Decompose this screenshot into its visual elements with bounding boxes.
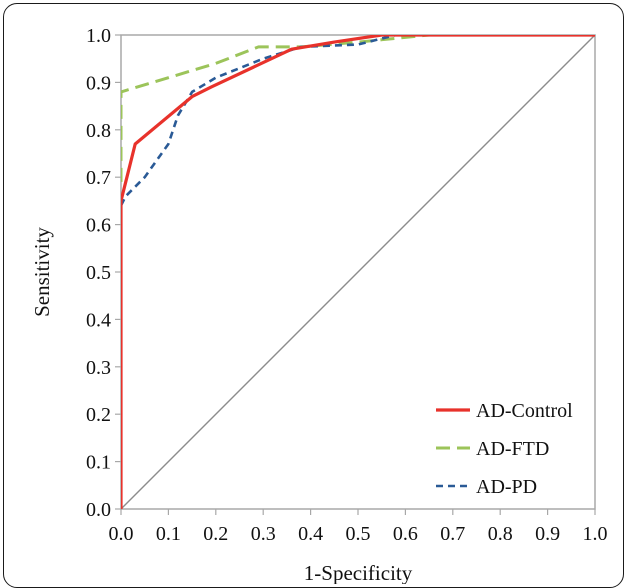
y-tick-label: 0.4 [86,309,111,331]
y-tick-label: 1.0 [86,25,111,47]
x-tick-label: 0.2 [203,523,228,545]
series-line-ad-ftd [121,35,595,182]
x-tick-label: 0.3 [251,523,276,545]
x-tick-label: 0.9 [535,523,560,545]
x-tick-label: 0.0 [109,523,134,545]
legend-label-ad-ftd: AD-FTD [476,438,549,460]
y-tick-label: 0.8 [86,120,111,142]
y-tick-label: 0.9 [86,72,111,94]
y-axis: 0.0 0.1 0.2 0.3 0.4 0.5 0.6 0.7 0.8 0.9 1.0 [86,25,121,521]
legend-label-ad-pd: AD-PD [476,476,537,498]
legend-label-ad-control: AD-Control [476,400,573,422]
legend: AD-Control AD-FTD AD-PD [436,400,573,498]
y-tick-label: 0.0 [86,499,111,521]
y-tick-label: 0.1 [86,452,111,474]
y-tick-label: 0.5 [86,262,111,284]
x-tick-label: 1.0 [583,523,608,545]
reference-diagonal-line [121,35,596,510]
x-axis: 0.0 0.1 0.2 0.3 0.4 0.5 0.6 0.7 0.8 0.9 1.0 [109,509,608,545]
x-axis-label: 1-Specificity [304,561,413,584]
y-axis-label: Sensitivity [30,227,54,317]
x-tick-label: 0.1 [156,523,181,545]
x-tick-label: 0.8 [488,523,513,545]
x-tick-label: 0.5 [346,523,371,545]
y-tick-label: 0.3 [86,357,111,379]
y-tick-label: 0.2 [86,404,111,426]
x-tick-label: 0.7 [440,523,465,545]
y-tick-label: 0.6 [86,215,111,237]
series-line-ad-control [121,35,595,509]
series-line-ad-pd [121,35,595,207]
series-layer [121,35,595,509]
y-tick-label: 0.7 [86,167,111,189]
x-tick-label: 0.6 [393,523,418,545]
x-tick-label: 0.4 [298,523,323,545]
